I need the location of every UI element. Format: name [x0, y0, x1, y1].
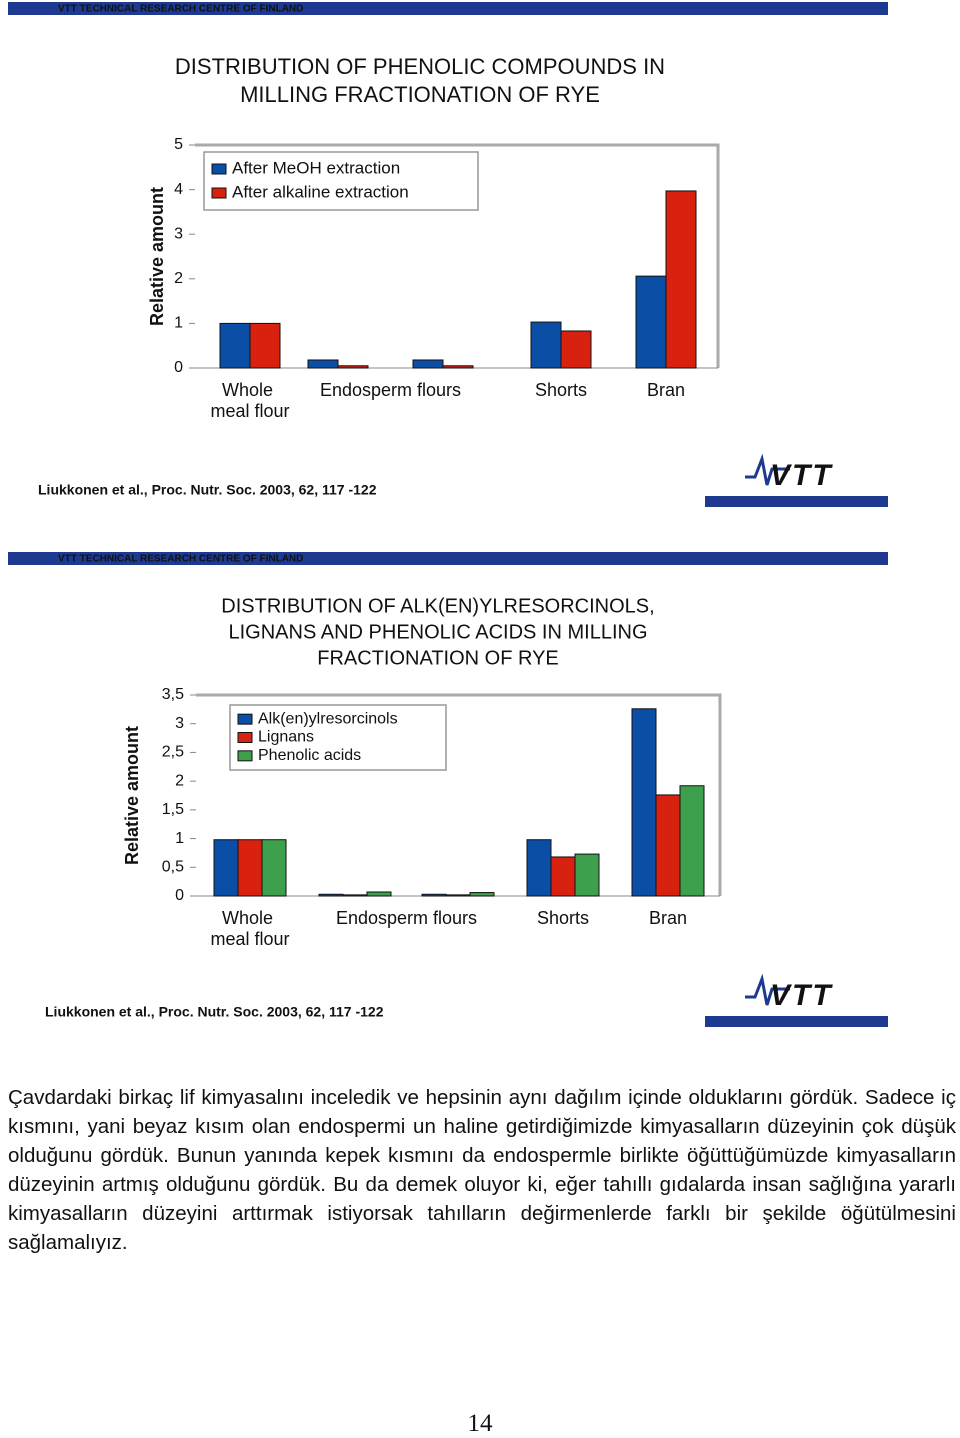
legend-label: After MeOH extraction: [232, 158, 400, 177]
bar: [679, 785, 705, 897]
bar: [631, 708, 657, 897]
logo-text: VTT: [770, 459, 833, 492]
bar: [442, 365, 474, 369]
y-tick-label: 5: [174, 136, 183, 153]
header-band: [8, 552, 888, 565]
y-axis-label: Relative amount: [147, 187, 167, 326]
paragraph: Çavdardaki birkaç lif kimyasalını incele…: [8, 1086, 956, 1254]
plot-frame: [195, 143, 720, 368]
bar: [560, 330, 592, 369]
x-tick-label-line: Whole: [222, 908, 278, 928]
legend-swatch: [237, 713, 253, 725]
legend-box: [229, 704, 447, 771]
plot-frame: [196, 693, 722, 896]
legend-swatch: [211, 163, 227, 175]
header-band-text: VTT TECHNICAL RESEARCH CENTRE OF FINLAND: [58, 4, 303, 15]
citation: Liukkonen et al., Proc. Nutr. Soc. 2003,…: [38, 482, 377, 498]
header-band: [8, 2, 888, 15]
x-tick-label: Bran: [649, 908, 687, 928]
bar: [219, 322, 251, 369]
page-number: 14: [467, 1410, 493, 1437]
y-tick-label: 0,5: [162, 859, 184, 876]
chart-title: LIGNANS AND PHENOLIC ACIDS IN MILLING: [229, 621, 648, 643]
chart-title: MILLING FRACTIONATION OF RYE: [240, 82, 600, 107]
y-tick-label: 3: [175, 715, 184, 732]
chart-title: FRACTIONATION OF RYE: [317, 647, 559, 669]
logo-wave: [745, 973, 790, 1006]
y-tick-label: 2: [175, 772, 184, 789]
header-band-text: VTT TECHNICAL RESEARCH CENTRE OF FINLAND: [58, 554, 303, 565]
y-tick-label: 3,5: [162, 686, 184, 703]
x-tick-label: Whole meal flour: [210, 380, 289, 421]
chart-title: DISTRIBUTION OF ALK(EN)YLRESORCINOLS,: [221, 595, 654, 617]
chart-title: DISTRIBUTION OF PHENOLIC COMPOUNDS IN: [175, 54, 665, 79]
x-tick-label-line: meal flour: [210, 401, 289, 421]
legend-swatch: [237, 732, 253, 743]
x-tick-label: Whole meal flour: [210, 908, 289, 949]
y-tick-label: 3: [174, 225, 183, 242]
x-tick-label: Shorts: [535, 380, 587, 400]
legend-label: After alkaline extraction: [232, 182, 409, 201]
legend-box: [203, 151, 479, 211]
legend-swatch: [237, 750, 253, 762]
y-tick-label: 1,5: [162, 801, 184, 818]
bar: [342, 894, 368, 897]
bar: [307, 359, 339, 369]
logo-text: VTT: [770, 979, 833, 1012]
y-tick-label: 2,5: [162, 744, 184, 761]
x-tick-label: Shorts: [537, 908, 589, 928]
y-tick-label: 1: [174, 315, 183, 332]
bar: [412, 359, 444, 369]
legend-label: Alk(en)ylresorcinols: [258, 710, 398, 727]
bar: [469, 892, 495, 897]
legend-label: Lignans: [258, 729, 314, 746]
legend-label: Phenolic acids: [258, 747, 361, 764]
bar: [366, 891, 392, 897]
bar: [550, 856, 576, 897]
y-tick-label: 1: [175, 830, 184, 847]
logo-bar: [705, 496, 888, 507]
bar: [421, 893, 447, 897]
y-tick-label: 0: [175, 887, 184, 904]
bar: [213, 839, 239, 897]
logo-wave: [745, 453, 790, 486]
y-axis-label: Relative amount: [122, 726, 142, 865]
bar: [655, 794, 681, 897]
bar: [337, 365, 369, 369]
bar: [635, 275, 667, 369]
bar: [526, 839, 552, 897]
x-tick-label: Endosperm flours: [336, 908, 477, 928]
bar: [249, 322, 281, 369]
x-tick-label: Endosperm flours: [320, 380, 461, 400]
legend-swatch: [211, 187, 227, 199]
x-tick-label-line: meal flour: [210, 929, 289, 949]
bar: [574, 853, 600, 897]
bar: [665, 190, 697, 369]
x-tick-label-line: Whole: [222, 380, 278, 400]
y-tick-label: 2: [174, 270, 183, 287]
bar: [237, 839, 263, 897]
citation: Liukkonen et al., Proc. Nutr. Soc. 2003,…: [45, 1004, 384, 1020]
y-tick-label: 0: [174, 359, 183, 376]
bar: [530, 321, 562, 369]
bar: [318, 893, 344, 897]
x-tick-label: Bran: [647, 380, 685, 400]
logo-bar: [705, 1016, 888, 1027]
bar: [261, 839, 287, 897]
y-tick-label: 4: [174, 181, 183, 198]
bar: [445, 894, 471, 897]
